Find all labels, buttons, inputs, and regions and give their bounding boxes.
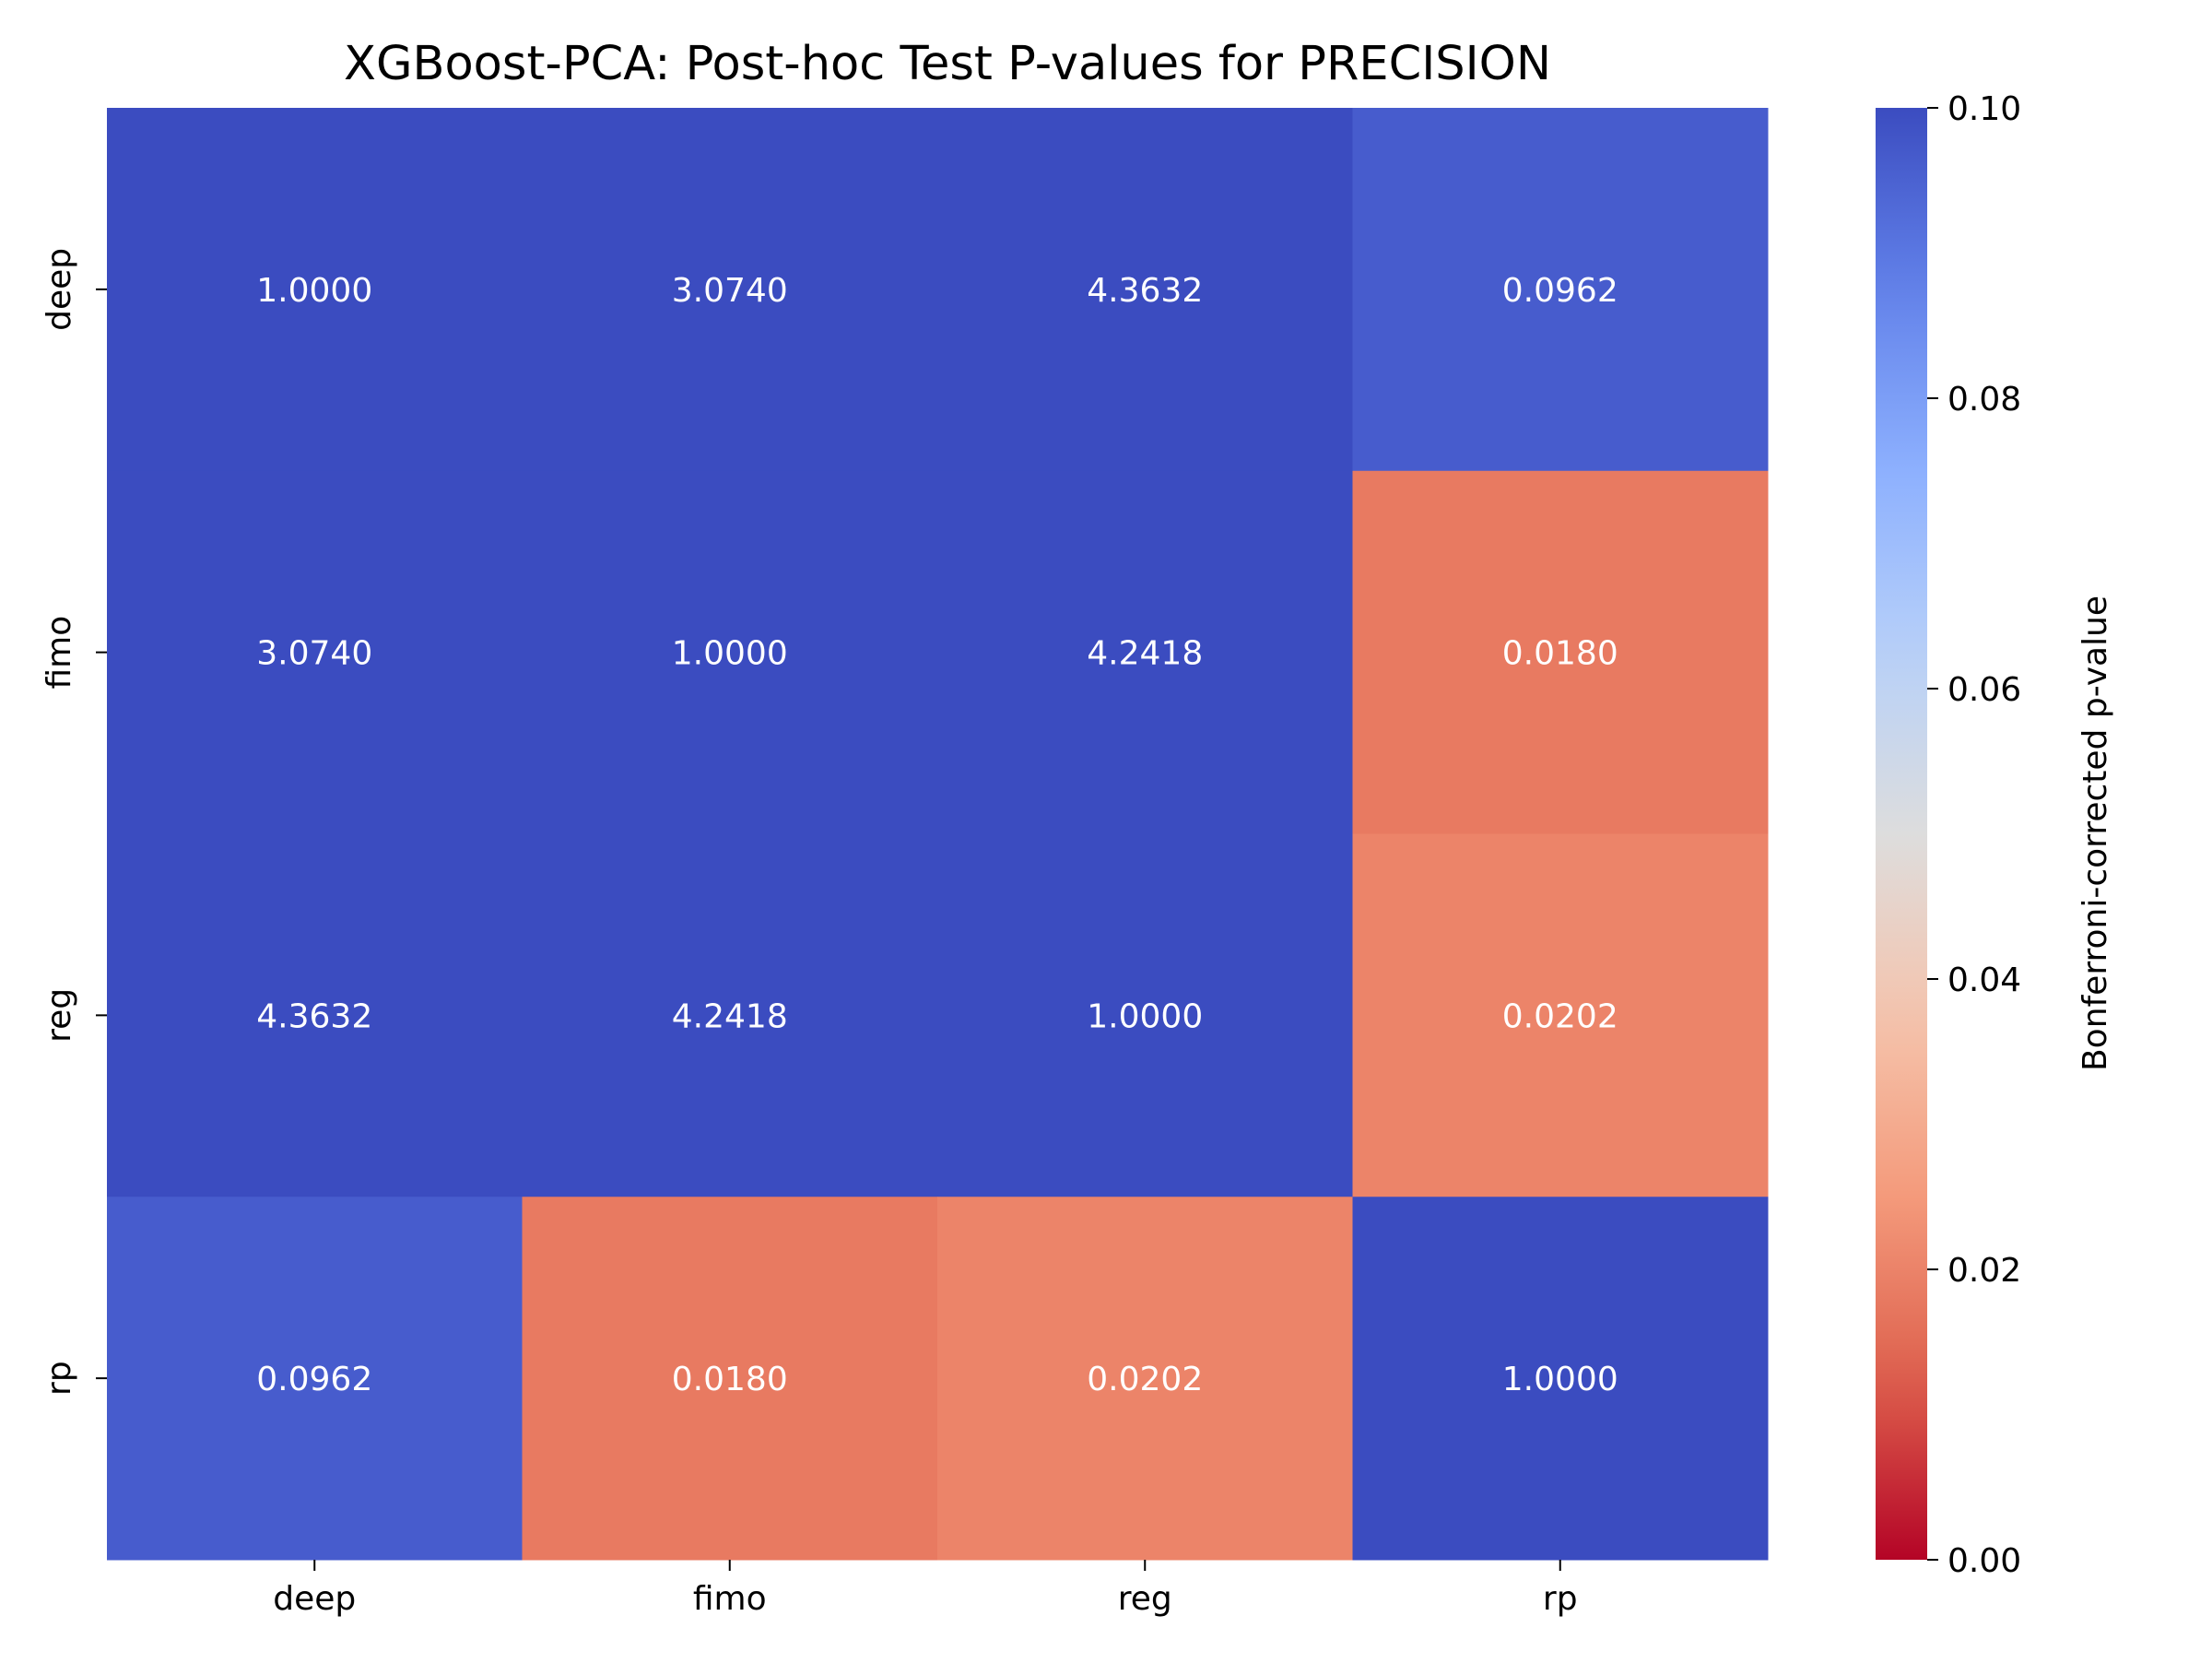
heatmap-cell-rp-fimo [522, 1197, 938, 1561]
colorbar-gradient-bar [1876, 108, 1927, 1560]
cell-value-label: 4.2418 [1087, 635, 1203, 673]
cell-value-label: 3.0740 [672, 272, 788, 310]
heatmap-cell-reg-deep [107, 833, 523, 1197]
cell-value-label: 0.0962 [1502, 272, 1618, 310]
cell-value-label: 0.0202 [1502, 997, 1618, 1035]
colorbar-tick-label: 0.04 [1947, 961, 2021, 999]
colorbar-label: Bonferroni-corrected p-value [2077, 596, 2114, 1071]
heatmap-cell-fimo-reg [937, 470, 1353, 834]
chart-title: XGBoost-PCA: Post-hoc Test P-values for … [344, 37, 1551, 91]
y-tick-label-rp: rp [41, 1361, 78, 1396]
heatmap-cell-fimo-fimo [522, 470, 938, 834]
cell-value-label: 1.0000 [672, 635, 788, 673]
y-tick-label-deep: deep [41, 248, 78, 331]
heatmap-cell-rp-deep [107, 1197, 523, 1561]
heatmap-cell-reg-fimo [522, 833, 938, 1197]
x-tick-label-rp: rp [1543, 1580, 1578, 1618]
heatmap-cell-reg-rp [1352, 833, 1769, 1197]
heatmap-cell-fimo-rp [1352, 470, 1769, 834]
colorbar-tick-label: 0.10 [1947, 90, 2021, 128]
heatmap-cell-rp-reg [937, 1197, 1353, 1561]
cell-value-label: 1.0000 [1087, 997, 1203, 1035]
cell-value-label: 1.0000 [256, 272, 372, 310]
cell-value-label: 4.2418 [672, 997, 788, 1035]
cell-value-label: 0.0962 [256, 1361, 372, 1398]
y-tick-label-fimo: fimo [41, 616, 78, 690]
cell-value-label: 4.3632 [256, 997, 372, 1035]
colorbar-tick-label: 0.02 [1947, 1252, 2021, 1290]
heatmap-cell-fimo-deep [107, 470, 523, 834]
cell-value-label: 1.0000 [1502, 1361, 1618, 1398]
cell-value-label: 0.0180 [1502, 635, 1618, 673]
colorbar: 0.00 0.02 0.04 0.06 0.08 0.10 [1876, 90, 2021, 1580]
heatmap-cell-deep-rp [1352, 108, 1769, 472]
y-tick-label-reg: reg [41, 988, 78, 1043]
cell-value-label: 4.3632 [1087, 272, 1203, 310]
colorbar-tick-label: 0.06 [1947, 671, 2021, 709]
cell-value-label: 3.0740 [256, 635, 372, 673]
heatmap-cell-deep-reg [937, 108, 1353, 472]
y-axis: deep fimo reg rp [41, 248, 107, 1396]
heatmap-cells [107, 108, 1769, 1561]
cell-value-label: 0.0180 [672, 1361, 788, 1398]
colorbar-tick-label: 0.00 [1947, 1542, 2021, 1580]
heatmap-cell-deep-deep [107, 108, 523, 472]
colorbar-tick-label: 0.08 [1947, 381, 2021, 419]
cell-value-label: 0.0202 [1087, 1361, 1203, 1398]
x-tick-label-fimo: fimo [693, 1580, 767, 1618]
cell-annotations: 1.0000 3.0740 4.3632 0.0962 3.0740 1.0000 4.24… [256, 272, 1618, 1398]
heatmap-cell-deep-fimo [522, 108, 938, 472]
x-axis: deep fimo reg rp [273, 1560, 1578, 1618]
x-tick-label-reg: reg [1118, 1580, 1172, 1618]
heatmap-cell-reg-reg [937, 833, 1353, 1197]
x-tick-label-deep: deep [273, 1580, 356, 1618]
heatmap-cell-rp-rp [1352, 1197, 1769, 1561]
